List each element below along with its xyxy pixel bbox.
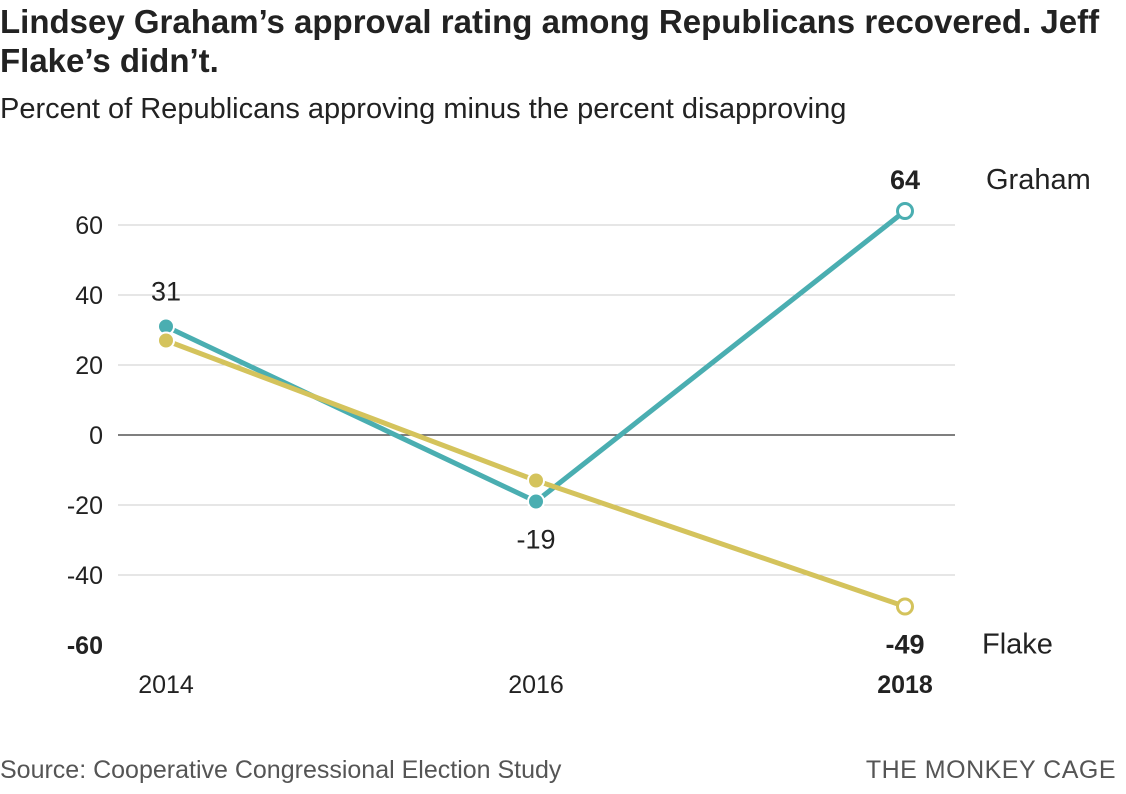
y-tick-label: -40 (67, 562, 103, 590)
y-tick-label: 60 (75, 212, 103, 240)
data-label: 31 (151, 277, 181, 307)
y-tick-label: -20 (67, 492, 103, 520)
chart-subtitle: Percent of Republicans approving minus t… (0, 93, 847, 125)
y-tick-label: 40 (75, 282, 103, 310)
x-tick-label: 2018 (877, 671, 933, 699)
brand-label: THE MONKEY CAGE (865, 756, 1116, 784)
data-point-flake (157, 331, 175, 350)
series-points (157, 202, 914, 616)
y-tick-label: 0 (89, 422, 103, 450)
series-label-flake: Flake (982, 629, 1053, 661)
data-point-flake (896, 597, 914, 616)
axis-ticks: 60 40 20 0 -20 -40 -60 2014 2016 2018 (67, 212, 933, 699)
data-label: -49 (885, 630, 924, 660)
series-line-graham (163, 208, 908, 504)
data-label: 64 (890, 165, 920, 195)
series-label-graham: Graham (986, 164, 1091, 196)
y-tick-label: 20 (75, 352, 103, 380)
data-point-graham (527, 492, 545, 511)
data-labels: 31 -19 64 -49 Graham Flake (151, 164, 1091, 661)
data-point-flake (527, 471, 545, 490)
chart-title: Lindsey Graham’s approval rating among R… (0, 3, 1100, 79)
x-tick-label: 2014 (138, 671, 194, 699)
y-tick-label: -60 (67, 632, 103, 660)
grid-lines (118, 224, 955, 576)
source-note: Source: Cooperative Congressional Electi… (0, 756, 562, 784)
data-point-graham (896, 202, 914, 220)
x-tick-label: 2016 (508, 671, 564, 699)
data-label: -19 (516, 525, 555, 555)
